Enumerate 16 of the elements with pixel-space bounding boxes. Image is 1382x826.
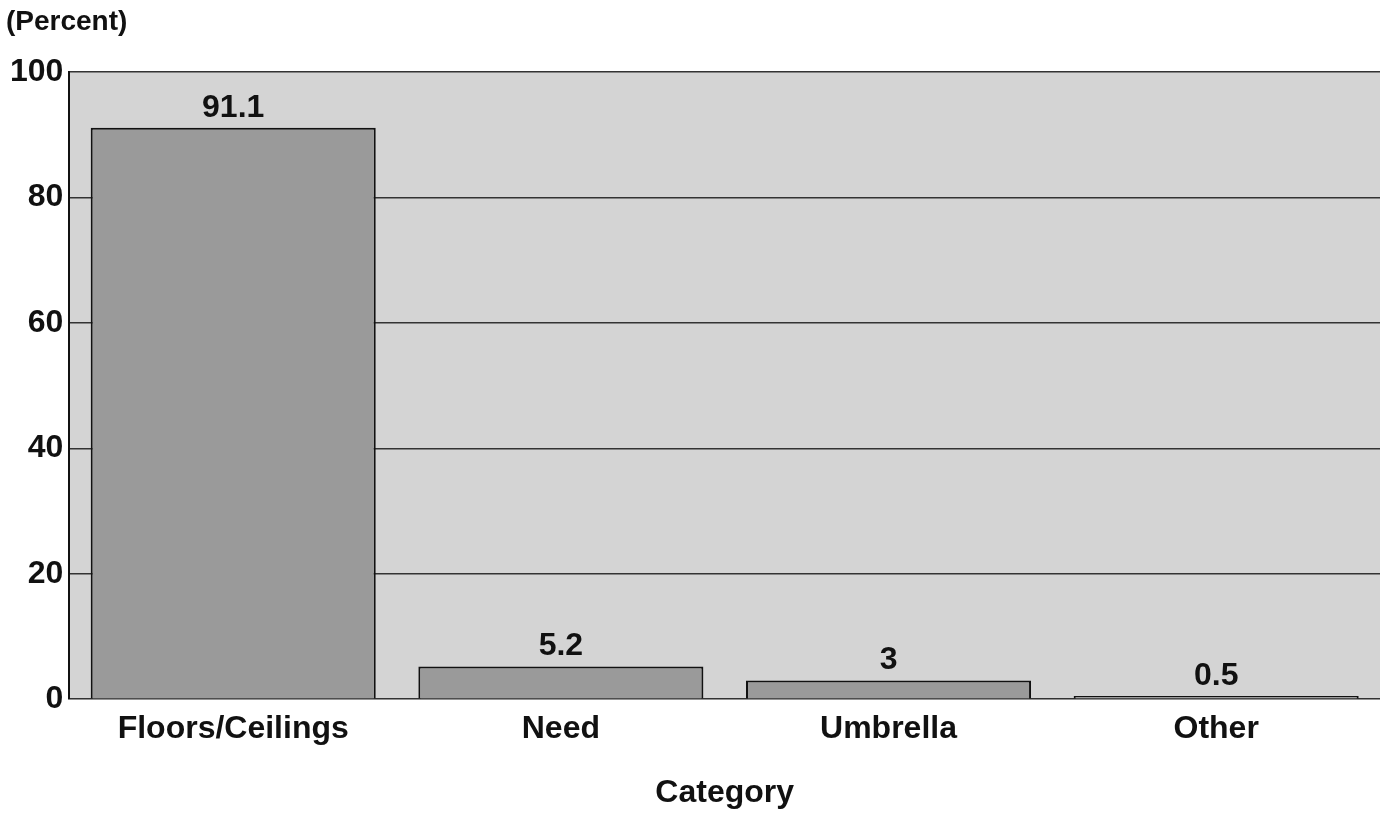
data-label: 91.1 <box>202 87 265 124</box>
y-axis-title: (Percent) <box>6 4 128 36</box>
y-tick-label: 0 <box>45 679 64 716</box>
x-tick-label: Other <box>1173 709 1259 746</box>
y-tick-label: 80 <box>27 177 64 214</box>
data-label: 3 <box>879 640 898 677</box>
data-label: 0.5 <box>1193 655 1239 692</box>
x-tick-label: Need <box>521 709 600 746</box>
y-tick-label: 20 <box>27 553 64 590</box>
x-tick-label: Umbrella <box>820 709 958 746</box>
x-axis-title: Category <box>655 772 795 809</box>
y-tick-label: 60 <box>27 302 64 339</box>
y-tick-label: 40 <box>27 428 64 465</box>
y-tick-label: 100 <box>10 51 64 88</box>
x-tick-label: Floors/Ceilings <box>117 709 349 746</box>
data-label: 5.2 <box>538 626 584 663</box>
